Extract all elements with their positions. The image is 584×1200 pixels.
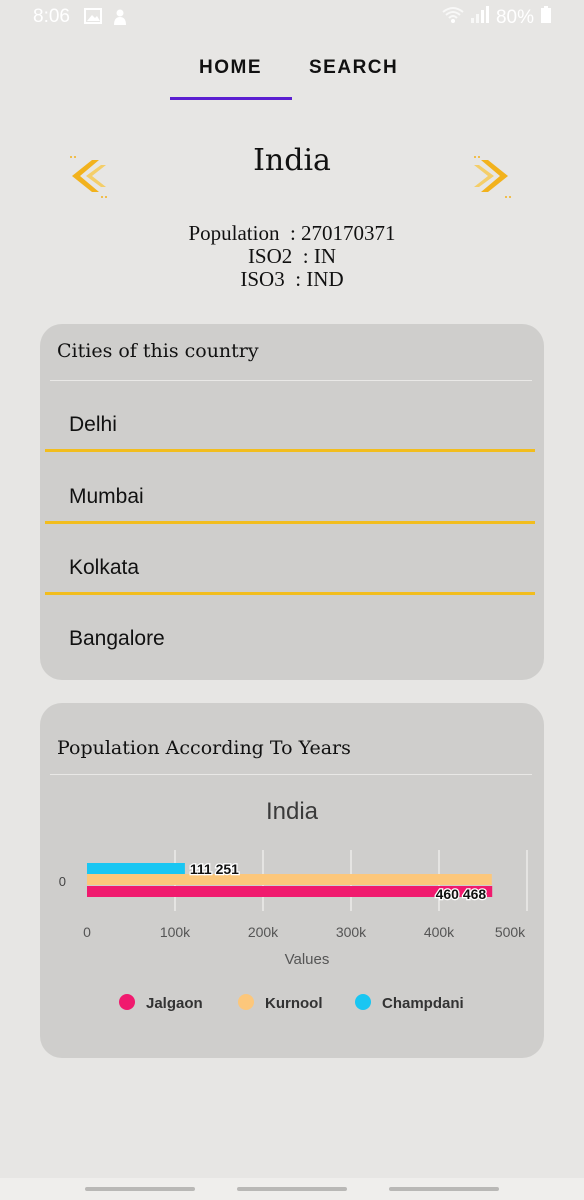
city-item-bangalore[interactable]: Bangalore xyxy=(45,596,535,658)
wifi-icon xyxy=(442,6,464,30)
bar-kurnool xyxy=(87,874,492,885)
population-value: 270170371 xyxy=(301,221,396,245)
bar-champdani xyxy=(87,863,185,874)
image-icon xyxy=(84,8,102,29)
population-label: Population xyxy=(188,221,280,245)
signal-icon xyxy=(470,6,490,30)
x-axis-label: Values xyxy=(285,951,330,968)
x-tick-label: 400k xyxy=(424,924,455,940)
chevron-right-icon xyxy=(474,156,511,198)
x-tick-label: 100k xyxy=(160,924,191,940)
legend-marker-champdani xyxy=(355,994,371,1010)
legend-label-jalgaon: Jalgaon xyxy=(146,995,203,1012)
bar-jalgaon xyxy=(87,886,493,897)
country-name: India xyxy=(253,143,331,178)
battery-percent: 80% xyxy=(495,7,534,28)
nav-pill-center[interactable] xyxy=(237,1187,347,1191)
card-divider xyxy=(50,774,532,775)
city-item-delhi[interactable]: Delhi xyxy=(45,382,535,452)
y-tick-label: 0 xyxy=(59,874,66,889)
battery-icon xyxy=(540,6,552,30)
population-row: Population : 270170371 xyxy=(188,221,396,245)
iso3-label: ISO3 xyxy=(240,267,285,291)
card-divider xyxy=(50,380,532,381)
iso3-value: IND xyxy=(306,267,344,291)
x-tick-label: 300k xyxy=(336,924,367,940)
population-card-title: Population According To Years xyxy=(57,737,351,759)
tab-bar: HOME SEARCH xyxy=(0,50,584,102)
chart-title: India xyxy=(266,798,319,825)
iso2-row: ISO2 : IN xyxy=(247,244,337,268)
city-label: Bangalore xyxy=(69,627,165,650)
city-item-mumbai[interactable]: Mumbai xyxy=(45,454,535,524)
city-list[interactable]: Delhi Mumbai Kolkata Bangalore xyxy=(45,382,535,658)
legend-label-champdani: Champdani xyxy=(382,995,464,1012)
nav-pill-left[interactable] xyxy=(85,1187,195,1191)
legend-marker-kurnool xyxy=(238,994,254,1010)
cities-card-title: Cities of this country xyxy=(57,340,259,362)
data-label-jalgaon: 460 468 xyxy=(436,886,487,902)
tab-indicator xyxy=(170,97,292,100)
nav-pill-right[interactable] xyxy=(389,1187,499,1191)
x-tick-label: 500k xyxy=(495,924,526,940)
tab-search[interactable]: SEARCH xyxy=(309,57,399,78)
notification-icon xyxy=(112,8,128,31)
tab-home[interactable]: HOME xyxy=(199,57,262,78)
legend-label-kurnool: Kurnool xyxy=(265,995,323,1012)
legend-marker-jalgaon xyxy=(119,994,135,1010)
status-right: 80% xyxy=(442,6,552,30)
city-label: Mumbai xyxy=(69,485,144,508)
population-chart: India 0 111 251 460 468 0 100k 200k 300k 400k 500… xyxy=(59,798,528,1012)
status-bar: 8:06 80% xyxy=(0,0,584,34)
iso2-label: ISO2 xyxy=(247,244,293,268)
city-label: Delhi xyxy=(69,413,117,436)
status-time: 8:06 xyxy=(33,6,70,27)
iso2-value: IN xyxy=(313,244,337,268)
next-country-button[interactable] xyxy=(472,155,512,199)
cities-card: Cities of this country Delhi Mumbai Kolk… xyxy=(40,324,544,680)
gesture-bar xyxy=(0,1178,584,1200)
chevron-left-icon xyxy=(70,156,107,198)
previous-country-button[interactable] xyxy=(68,155,108,199)
x-tick-label: 200k xyxy=(248,924,279,940)
population-card: Population According To Years India 0 111 … xyxy=(40,703,544,1058)
data-label-champdani: 111 251 xyxy=(190,861,239,877)
iso3-row: ISO3 : IND xyxy=(240,267,344,291)
x-tick-label: 0 xyxy=(83,924,91,940)
country-info: Population : 270170371 ISO2 : IN ISO3 : … xyxy=(0,222,584,291)
city-item-kolkata[interactable]: Kolkata xyxy=(45,525,535,595)
city-label: Kolkata xyxy=(69,556,140,579)
